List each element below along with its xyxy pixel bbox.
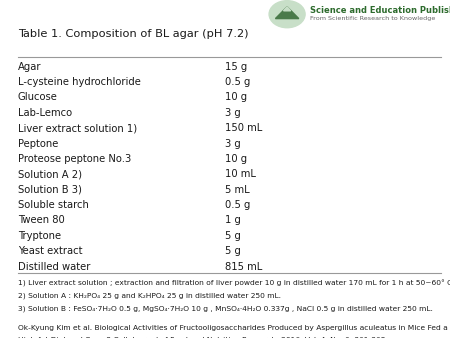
Text: 5 mL: 5 mL <box>225 185 250 195</box>
Text: 10 mL: 10 mL <box>225 169 256 179</box>
Text: Ok-Kyung Kim et al. Biological Activities of Fructooligosaccharides Produced by : Ok-Kyung Kim et al. Biological Activitie… <box>18 325 448 331</box>
Text: L-cysteine hydrochloride: L-cysteine hydrochloride <box>18 77 141 87</box>
Text: 150 mL: 150 mL <box>225 123 262 133</box>
Text: Agar: Agar <box>18 62 41 72</box>
Text: 815 mL: 815 mL <box>225 262 262 272</box>
Text: Science and Education Publishing: Science and Education Publishing <box>310 6 450 15</box>
Text: Glucose: Glucose <box>18 93 58 102</box>
Text: 3 g: 3 g <box>225 139 241 149</box>
Text: Peptone: Peptone <box>18 139 58 149</box>
Text: 0.5 g: 0.5 g <box>225 200 250 210</box>
Text: 3 g: 3 g <box>225 108 241 118</box>
Text: Proteose peptone No.3: Proteose peptone No.3 <box>18 154 131 164</box>
Text: Yeast extract: Yeast extract <box>18 246 82 256</box>
Text: 5 g: 5 g <box>225 246 241 256</box>
Text: From Scientific Research to Knowledge: From Scientific Research to Knowledge <box>310 16 435 21</box>
Circle shape <box>269 1 305 28</box>
Text: Liver extract solution 1): Liver extract solution 1) <box>18 123 137 133</box>
Text: 10 g: 10 g <box>225 154 247 164</box>
Text: 1 g: 1 g <box>225 216 241 225</box>
Text: 5 g: 5 g <box>225 231 241 241</box>
Text: Lab-Lemco: Lab-Lemco <box>18 108 72 118</box>
Text: Tryptone: Tryptone <box>18 231 61 241</box>
Text: Table 1. Composition of BL agar (pH 7.2): Table 1. Composition of BL agar (pH 7.2) <box>18 29 248 39</box>
Text: Tween 80: Tween 80 <box>18 216 65 225</box>
Text: Distilled water: Distilled water <box>18 262 90 272</box>
Text: 15 g: 15 g <box>225 62 247 72</box>
Text: Solution A 2): Solution A 2) <box>18 169 82 179</box>
Text: 10 g: 10 g <box>225 93 247 102</box>
Text: 1) Liver extract solution ; extraction and filtration of liver powder 10 g in di: 1) Liver extract solution ; extraction a… <box>18 280 450 287</box>
Text: High-fat Diet and Caco-2 Cell. Journal of Food and Nutrition Research, 2016, Vol: High-fat Diet and Caco-2 Cell. Journal o… <box>18 337 388 338</box>
Text: 3) Solution B : FeSO₄·7H₂O 0.5 g, MgSO₄·7H₂O 10 g , MnSO₄·4H₂O 0.337g , NaCl 0.5: 3) Solution B : FeSO₄·7H₂O 0.5 g, MgSO₄·… <box>18 305 433 312</box>
Text: Soluble starch: Soluble starch <box>18 200 89 210</box>
Text: 0.5 g: 0.5 g <box>225 77 250 87</box>
Text: Solution B 3): Solution B 3) <box>18 185 82 195</box>
Polygon shape <box>284 7 291 11</box>
Polygon shape <box>275 7 299 19</box>
Text: 2) Solution A : KH₂PO₄ 25 g and K₂HPO₄ 25 g in distilled water 250 mL.: 2) Solution A : KH₂PO₄ 25 g and K₂HPO₄ 2… <box>18 293 281 299</box>
